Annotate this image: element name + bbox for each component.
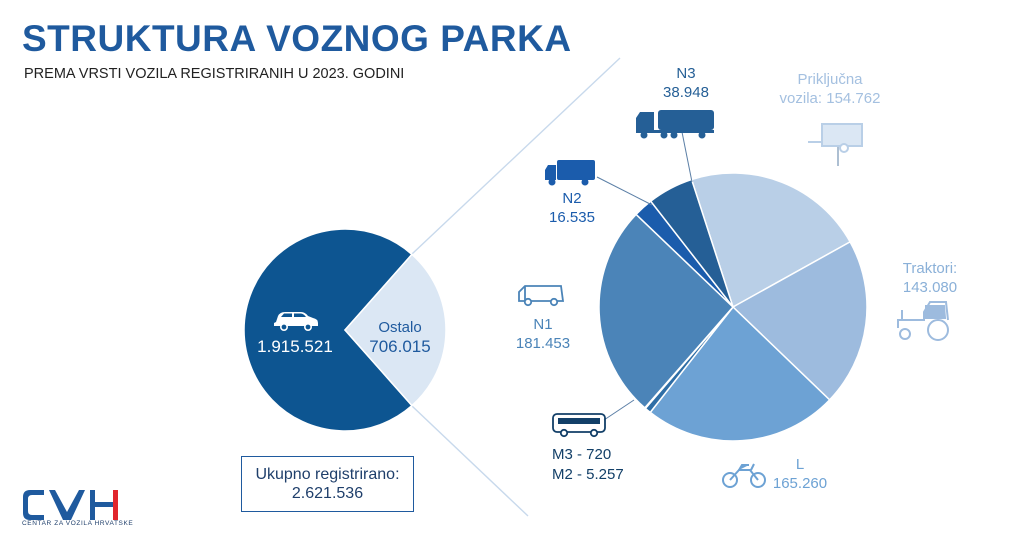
pie-slice-trailers: [690, 172, 852, 309]
label-trailers-name: Priključna: [797, 71, 863, 88]
label-other-name: Ostalo: [378, 319, 421, 336]
total-value: 2.621.536: [291, 485, 364, 502]
van-icon: [518, 285, 565, 307]
detail-pie: [598, 172, 868, 442]
leader-m: [603, 399, 635, 421]
label-n1-name: N1: [533, 316, 552, 333]
label-other-value: 706.015: [369, 337, 430, 356]
label-leader-lines: [596, 131, 839, 421]
logo-caption: CENTAR ZA VOZILA HRVATSKE: [22, 520, 134, 527]
label-n3-name: N3: [676, 65, 695, 82]
total-pie: [243, 228, 447, 432]
label-cars-value: 1.915.521: [257, 337, 333, 356]
label-l-value: 165.260: [773, 475, 827, 492]
zoom-line-top: [411, 57, 621, 255]
leader-n3: [681, 131, 693, 183]
pie-slice-tractors: [731, 240, 868, 401]
label-m2: M2 - 5.257: [552, 466, 624, 483]
leader-n2: [596, 176, 653, 206]
total-box: Ukupno registrirano: 2.621.536: [241, 456, 414, 512]
label-n1-value: 181.453: [516, 335, 570, 352]
label-n3-value: 38.948: [663, 84, 709, 101]
label-l-name: L: [796, 456, 804, 473]
cvh-logo: [23, 490, 118, 520]
tractor-icon: [897, 301, 949, 341]
truck-icon: [545, 160, 595, 186]
motorcycle-icon: [722, 463, 766, 488]
pie-slice-n1: [598, 213, 735, 409]
label-m3: M3 - 720: [552, 446, 611, 463]
pie-slice-cars: [243, 228, 414, 432]
label-trailers-value: vozila: 154.762: [780, 90, 881, 107]
car-icon: [274, 312, 318, 332]
zoom-line-bottom: [411, 405, 529, 517]
total-label: Ukupno registrirano:: [255, 466, 400, 483]
bus-icon: [552, 413, 606, 438]
pie-slice-other: [343, 253, 447, 407]
pie-slice-l: [649, 305, 831, 442]
label-n2-name: N2: [562, 190, 581, 207]
page-title: STRUKTURA VOZNOG PARKA: [22, 18, 572, 59]
label-tractors-value: 143.080: [903, 279, 957, 296]
page-subtitle: PREMA VRSTI VOZILA REGISTRIRANIH U 2023.…: [24, 66, 405, 82]
trailer-icon: [808, 123, 863, 153]
label-tractors-name: Traktori:: [903, 260, 957, 277]
label-n2-value: 16.535: [549, 209, 595, 226]
semi-truck-icon: [636, 110, 714, 139]
